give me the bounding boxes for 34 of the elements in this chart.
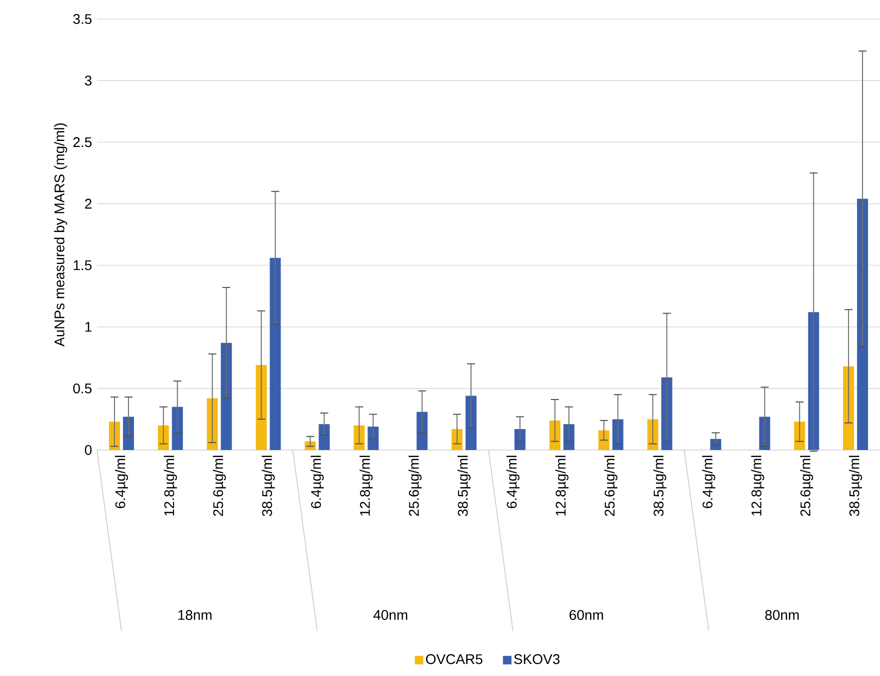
- y-tick-label: 3: [84, 76, 92, 86]
- x-tick-label: 38.5µg/ml: [849, 456, 862, 516]
- x-tick-label: 12.8µg/ml: [164, 456, 177, 516]
- y-tick-label: 3.5: [73, 14, 92, 24]
- y-tick-label: 2: [85, 198, 92, 209]
- x-tick-label: 12.8µg/ml: [555, 456, 568, 516]
- text: 18nm: [178, 610, 212, 620]
- x-tick-label: 38.5µg/ml: [458, 456, 471, 516]
- x-tick-label: 12.8µg/ml: [360, 456, 373, 516]
- x-tick-label: 6.4µg/ml: [114, 456, 128, 508]
- y-axis-title: AuNPs measured by MARS (mg/ml): [54, 123, 68, 346]
- x-tick-label: 12.8µg/ml: [751, 456, 764, 516]
- x-tick-label: 6.4µg/ml: [506, 456, 520, 508]
- y-tick-label: 0.5: [73, 383, 92, 394]
- y-tick-label: 1.5: [74, 260, 92, 270]
- x-tick-label: 25.6µg/ml: [212, 456, 226, 516]
- bar: [270, 258, 281, 450]
- bar: [598, 430, 610, 450]
- x-tick-label: 38.5µg/ml: [653, 456, 666, 516]
- x-tick-label: 25.6µg/ml: [408, 456, 422, 516]
- text: 40nm: [373, 610, 408, 620]
- x-tick-label: 6.4µg/ml: [310, 456, 324, 508]
- x-tick-label: 25.6µg/ml: [604, 456, 618, 516]
- text: 80nm: [765, 610, 799, 620]
- x-tick-label: 38.5µg/ml: [262, 456, 275, 516]
- y-tick-label: 0: [84, 445, 92, 455]
- legend-label: SKOV3: [514, 654, 560, 664]
- x-tick-label: 6.4µg/ml: [702, 456, 716, 508]
- y-tick-label: 1: [85, 322, 92, 332]
- x-tick-label: 25.6µg/ml: [800, 456, 814, 516]
- bar: [318, 424, 330, 450]
- y-tick-label: 2.5: [73, 137, 92, 148]
- text: 60nm: [570, 610, 603, 620]
- legend-label: OVCAR5: [426, 654, 482, 664]
